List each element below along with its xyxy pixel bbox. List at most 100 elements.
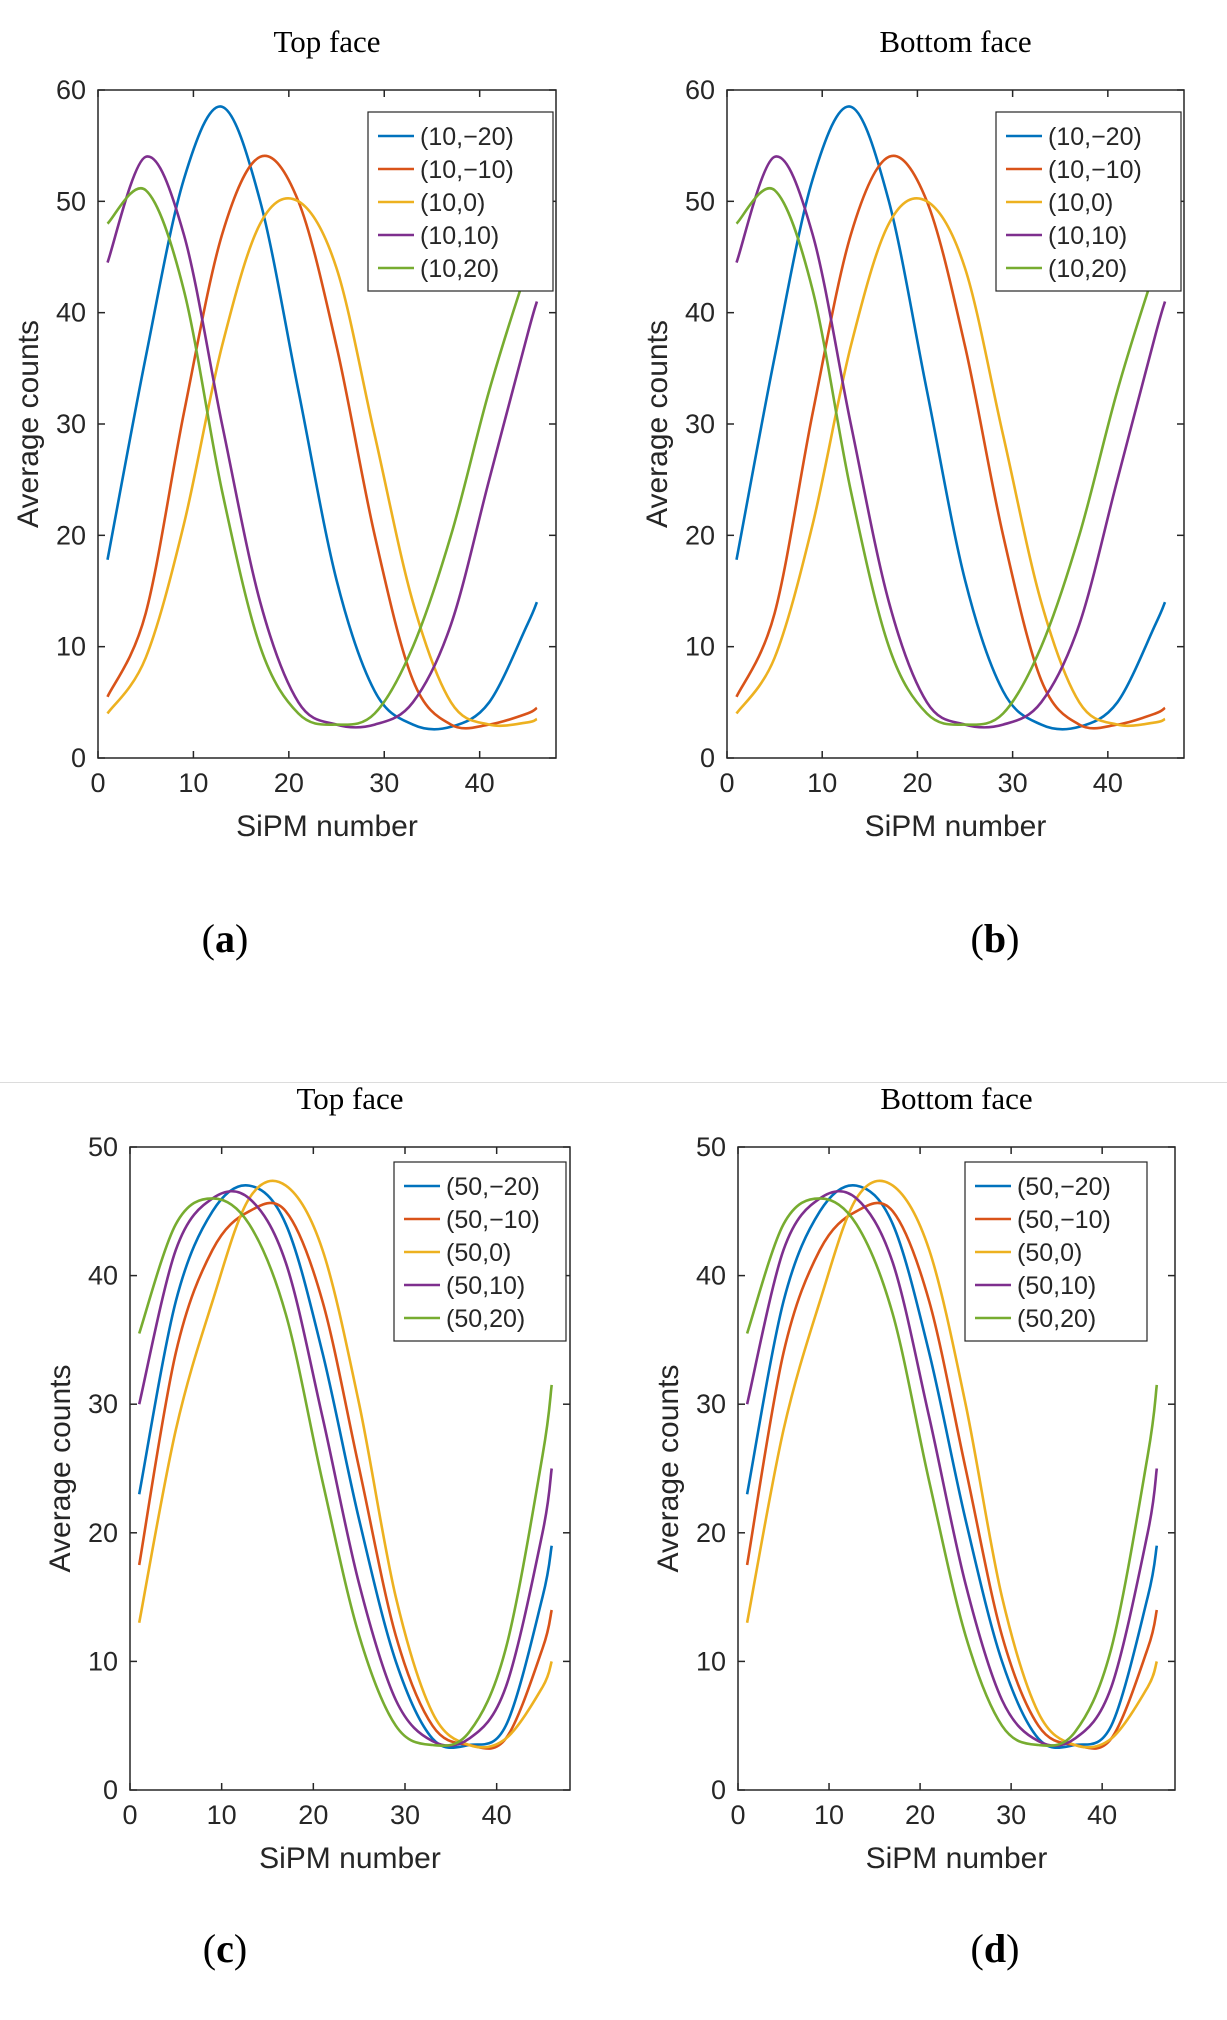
series-line [137, 1201, 553, 1750]
legend-entry: (10,20) [1048, 255, 1127, 283]
y-axis-label: Average counts [652, 1365, 685, 1573]
y-tick-label: 50 [685, 186, 715, 216]
y-tick-label: 20 [685, 520, 715, 550]
y-axis-label: Average counts [12, 320, 45, 528]
y-tick-label: 20 [88, 1518, 118, 1548]
x-tick-label: 20 [298, 1800, 328, 1830]
legend-entry: (50,−20) [446, 1173, 540, 1201]
y-tick-label: 40 [696, 1261, 726, 1291]
series-line [106, 155, 539, 729]
x-tick-label: 40 [1087, 1800, 1117, 1830]
legend-entry: (50,20) [446, 1305, 525, 1333]
series-line [745, 1201, 1159, 1750]
legend-entry: (50,10) [446, 1272, 525, 1300]
y-tick-label: 30 [88, 1389, 118, 1419]
y-tick-label: 30 [696, 1389, 726, 1419]
series-line [106, 186, 539, 726]
legend-entry: (10,−10) [1048, 156, 1142, 184]
legend-entry: (10,10) [1048, 222, 1127, 250]
series-line [106, 105, 539, 731]
y-tick-label: 0 [71, 743, 86, 773]
x-tick-label: 20 [902, 768, 932, 798]
chart-panel-b: Bottom face 0 10 20 30 40 0 10 20 30 40 50 60 SiPM nu… [641, 24, 1185, 843]
x-tick-label: 10 [807, 768, 837, 798]
subfigure-letter-d: d [983, 1926, 1007, 1971]
x-tick-label: 30 [390, 1800, 420, 1830]
y-tick-label: 10 [88, 1646, 118, 1676]
y-tick-label: 20 [56, 520, 86, 550]
series-line [745, 1197, 1159, 1748]
plot-area-frame [737, 1146, 1176, 1791]
y-tick-label: 40 [685, 298, 715, 328]
y-tick-label: 10 [56, 632, 86, 662]
legend-entry: (10,10) [420, 222, 499, 250]
chart-title: Bottom face [880, 1081, 1032, 1116]
subfigure-letter-b: b [983, 916, 1007, 961]
subfigure-label-b: (b) [970, 916, 1020, 961]
y-tick-label: 60 [56, 75, 86, 105]
x-tick-label: 10 [207, 1800, 237, 1830]
series-line [735, 196, 1166, 728]
x-tick-label: 0 [719, 768, 734, 798]
x-tick-label: 0 [730, 1800, 745, 1830]
chart-panel-d: Bottom face 0 10 20 30 40 0 10 20 30 40 50 SiPM numb… [652, 1081, 1176, 1875]
y-tick-label: 30 [56, 409, 86, 439]
x-tick-label: 30 [996, 1800, 1026, 1830]
legend-entry: (10,−20) [1048, 123, 1142, 151]
x-tick-label: 40 [1093, 768, 1123, 798]
legend-entry: (50,0) [446, 1239, 511, 1267]
chart-panel-c: Top face 0 10 20 30 40 0 10 20 30 40 50 SiPM number A… [44, 1081, 571, 1875]
x-tick-label: 30 [998, 768, 1028, 798]
y-axis-label: Average counts [641, 320, 674, 528]
legend-entry: (10,−20) [420, 123, 514, 151]
legend-entry: (10,0) [420, 189, 485, 217]
y-tick-label: 0 [711, 1775, 726, 1805]
legend-entry: (10,−10) [420, 156, 514, 184]
series-line [106, 196, 538, 728]
x-tick-label: 20 [274, 768, 304, 798]
y-tick-label: 60 [685, 75, 715, 105]
x-tick-label: 0 [90, 768, 105, 798]
chart-title: Bottom face [879, 24, 1031, 59]
legend-entry: (50,−10) [1017, 1206, 1111, 1234]
panel-divider [0, 1082, 1227, 1083]
subfigure-letter-a: a [215, 916, 235, 961]
subfigure-label-c: (c) [202, 1926, 248, 1971]
series-line [735, 155, 1167, 729]
y-tick-label: 10 [685, 632, 715, 662]
series-line [745, 1179, 1159, 1749]
legend-entry: (50,−10) [446, 1206, 540, 1234]
y-tick-label: 50 [88, 1132, 118, 1162]
series-line [137, 1197, 553, 1748]
legend-entry: (50,20) [1017, 1305, 1096, 1333]
chart-title: Top face [273, 24, 380, 59]
legend-entry: (10,20) [420, 255, 499, 283]
y-tick-label: 40 [56, 298, 86, 328]
x-tick-label: 10 [814, 1800, 844, 1830]
x-axis-label: SiPM number [866, 1842, 1048, 1875]
y-tick-label: 20 [696, 1518, 726, 1548]
y-tick-label: 50 [696, 1132, 726, 1162]
y-tick-label: 50 [56, 186, 86, 216]
subfigure-label-d: (d) [970, 1926, 1020, 1971]
chart-panel-a: Top face 0 10 20 30 40 0 10 20 30 40 50 60 SiPM numbe… [12, 24, 557, 843]
y-tick-label: 0 [700, 743, 715, 773]
y-tick-label: 30 [685, 409, 715, 439]
x-tick-label: 30 [369, 768, 399, 798]
legend-entry: (50,10) [1017, 1272, 1096, 1300]
y-tick-label: 0 [103, 1775, 118, 1805]
x-axis-label: SiPM number [236, 810, 418, 843]
plot-area-frame [129, 1146, 571, 1791]
series-line [106, 154, 538, 730]
legend-entry: (50,−20) [1017, 1173, 1111, 1201]
x-tick-label: 10 [178, 768, 208, 798]
x-tick-label: 40 [465, 768, 495, 798]
series-line [137, 1179, 553, 1749]
x-tick-label: 40 [482, 1800, 512, 1830]
x-tick-label: 20 [905, 1800, 935, 1830]
series-line [735, 154, 1166, 730]
x-axis-label: SiPM number [865, 810, 1047, 843]
x-tick-label: 0 [122, 1800, 137, 1830]
legend-entry: (50,0) [1017, 1239, 1082, 1267]
